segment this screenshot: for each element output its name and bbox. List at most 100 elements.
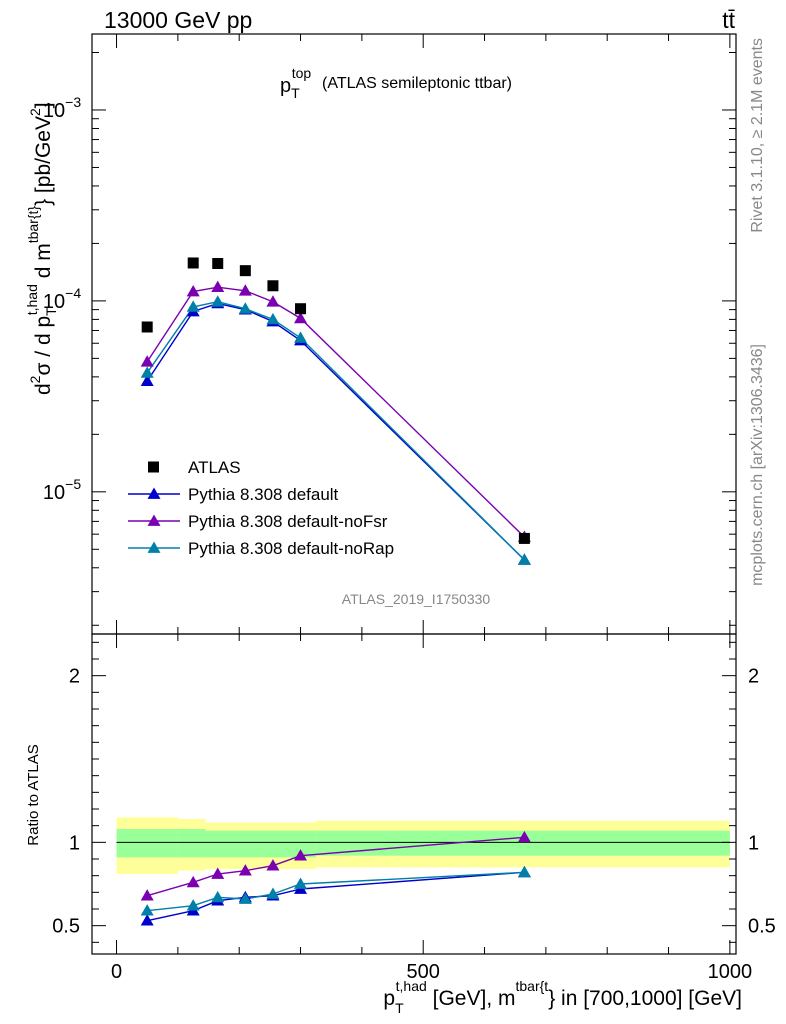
legend-label: Pythia 8.308 default-noFsr — [188, 512, 388, 531]
ylabel-c: d m — [32, 243, 55, 284]
ratio-y-tick-label-right: 1 — [748, 832, 759, 854]
data-point — [140, 355, 154, 367]
data-point — [140, 366, 154, 378]
y-tick-exponent: −3 — [65, 94, 81, 110]
ylabel-a-sup: 2 — [27, 375, 43, 383]
xlabel-b-sup: tbar{t — [515, 978, 548, 994]
ratio-y-tick-label-right: 2 — [748, 666, 759, 688]
data-point — [186, 300, 200, 312]
legend: ATLAS Pythia 8.308 default Pythia 8.308 de… — [128, 458, 394, 558]
data-point — [186, 284, 200, 297]
legend-label: Pythia 8.308 default — [188, 485, 339, 504]
ratio-y-tick-label: 0.5 — [52, 916, 80, 938]
data-point — [212, 257, 224, 269]
ratio-ticks: 0.5 0.5 1 1 2 2 — [52, 634, 776, 954]
ratio-series-line — [147, 871, 525, 922]
inner-band — [116, 829, 178, 858]
ratio-data-point — [238, 864, 252, 876]
data-point — [294, 311, 308, 324]
y-tick-base: 10 — [43, 100, 65, 122]
legend-label: Pythia 8.308 default-noRap — [188, 539, 394, 558]
ratio-data-point — [238, 892, 252, 904]
legend-marker — [147, 541, 161, 553]
y-tick-label: 10−5 — [43, 476, 81, 504]
x-tick-label: 500 — [407, 961, 440, 983]
y-tick-label: 10−4 — [43, 285, 81, 313]
xlabel-a-sub: T — [395, 1000, 404, 1016]
ylabel-b: σ / d p — [32, 316, 55, 376]
legend-marker — [148, 461, 159, 473]
data-point — [187, 257, 199, 269]
main-y-ticks: 10−310−410−5 — [43, 34, 736, 634]
ratio-data-point — [186, 899, 200, 911]
main-ylabel: d2σ / d pTt,had d mtbar{t}} [pb/GeV2] — [24, 102, 59, 395]
plot-title-main: p — [280, 75, 291, 97]
plot-title-sup: top — [292, 65, 312, 81]
header-right: tt̄ — [722, 7, 735, 33]
ratio-data-point — [186, 875, 200, 888]
ylabel-b-sup: t,had — [24, 284, 40, 315]
plot-title-sub: T — [291, 85, 300, 101]
ratio-frame — [91, 633, 737, 955]
ratio-y-tick-label: 1 — [69, 832, 80, 854]
xlabel-a-sup: t,had — [396, 978, 427, 994]
header-left: 13000 GeV pp — [104, 7, 252, 33]
plot-title-rest: (ATLAS semileptonic ttbar) — [322, 75, 512, 92]
ratio-data-point — [517, 830, 531, 843]
data-point — [518, 532, 530, 544]
y-tick-label: 10−3 — [43, 94, 81, 122]
data-point — [239, 265, 251, 277]
x-tick-label: 0 — [111, 961, 122, 983]
ylabel-d-sup: 2 — [27, 108, 43, 116]
y-tick-exponent: −5 — [65, 476, 81, 492]
ratio-ylabel: Ratio to ATLAS — [25, 744, 42, 845]
ylabel-d: } [pb/GeV — [32, 116, 55, 206]
ratio-data-point — [266, 887, 280, 899]
xlabel-a: p — [383, 987, 395, 1010]
ratio-y-tick-label-right: 0.5 — [748, 916, 776, 938]
ylabel-b-sub: T — [43, 307, 59, 316]
xlabel-c: } in [700,1000] [GeV] — [548, 987, 742, 1010]
data-point — [211, 295, 225, 307]
data-point — [141, 321, 153, 333]
ratio-data-point — [211, 890, 225, 903]
x-axis-label: pTt,had [GeV], mtbar{t} in [700,1000] [G… — [383, 978, 742, 1016]
data-point — [294, 331, 308, 343]
data-point — [211, 280, 225, 293]
y-tick-exponent: −4 — [65, 285, 81, 301]
ratio-data-point — [294, 849, 308, 861]
ratio-markers — [140, 830, 531, 926]
mcplots-label: mcplots.cern.ch [arXiv:1306.3436] — [749, 344, 766, 586]
ratio-data-point — [266, 859, 280, 871]
x-tick-label: 1000 — [708, 961, 753, 983]
data-point — [295, 303, 307, 315]
ratio-data-point — [211, 867, 225, 879]
analysis-watermark: ATLAS_2019_I1750330 — [342, 591, 491, 607]
ylabel-c-sup: tbar{t} — [25, 206, 41, 244]
y-tick-base: 10 — [43, 291, 65, 313]
data-point — [266, 295, 280, 307]
plot-title: pTtop (ATLAS semileptonic ttbar) — [280, 61, 512, 101]
inner-band — [205, 830, 316, 858]
data-point — [267, 280, 279, 292]
ratio-panel: 0.5 0.5 1 1 2 2 Ratio to ATLAS 0 500 1000 pTt,h… — [25, 633, 776, 1016]
main-markers — [140, 257, 531, 565]
x-tick-labels: 0 500 1000 — [111, 961, 752, 983]
y-tick-base: 10 — [43, 482, 65, 504]
ratio-data-point — [140, 904, 154, 916]
ratio-data-point — [294, 877, 308, 889]
data-point — [517, 553, 531, 565]
legend-label: ATLAS — [188, 458, 241, 477]
main-panel: 10−310−410−5 pTtop (ATLAS semileptonic t… — [24, 33, 737, 635]
ylabel-e: ] — [32, 102, 55, 108]
inner-band — [177, 829, 206, 858]
legend-marker — [147, 514, 161, 526]
data-point — [238, 284, 252, 296]
data-point — [140, 374, 154, 386]
ratio-data-point — [517, 865, 531, 878]
ratio-data-point — [140, 889, 154, 901]
rivet-label: Rivet 3.1.10, ≥ 2.1M events — [749, 38, 766, 233]
ratio-data-point — [140, 914, 154, 926]
data-point — [238, 302, 252, 314]
